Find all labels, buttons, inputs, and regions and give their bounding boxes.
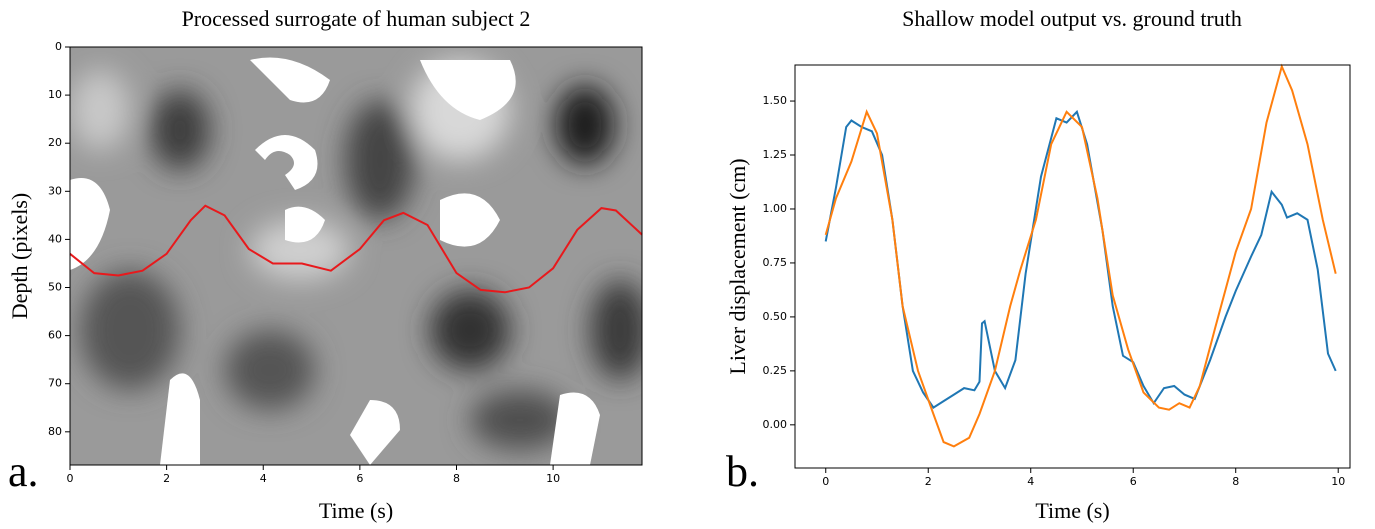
x-tick-label: 10 [1331,475,1345,488]
x-tick-label: 2 [925,475,932,488]
y-tick-label: 30 [48,184,62,197]
panel-label: a. [8,447,39,496]
y-axis-label: Depth (pixels) [7,193,32,319]
x-axis-label: Time (s) [319,498,393,523]
x-axis-label: Time (s) [1035,498,1109,523]
chart-title: Shallow model output vs. ground truth [902,6,1242,31]
x-tick-label: 6 [356,472,363,485]
panel-label: b. [726,447,759,496]
data-line [69,204,643,294]
x-tick-label: 4 [260,472,267,485]
plot-frame [69,46,643,466]
x-tick-label: 10 [546,472,560,485]
x-tick-label: 2 [163,472,170,485]
y-tick-label: 1.00 [763,202,788,215]
plot-frame [794,64,1351,469]
x-tick-label: 8 [453,472,460,485]
y-tick-label: 0.25 [763,364,788,377]
heatmap-image [70,47,642,465]
data-line [824,109,1337,409]
y-tick-label: 80 [48,425,62,438]
data-line [824,63,1337,448]
y-tick-label: 60 [48,329,62,342]
y-tick-label: 0 [55,40,62,53]
y-tick-label: 1.25 [763,148,788,161]
chart-title: Processed surrogate of human subject 2 [182,6,531,31]
x-tick-label: 4 [1027,475,1034,488]
y-axis-label: Liver displacement (cm) [725,158,750,374]
y-tick-label: 40 [48,232,62,245]
y-tick-label: 0.00 [763,418,788,431]
x-tick-label: 6 [1130,475,1137,488]
x-tick-label: 8 [1232,475,1239,488]
y-tick-label: 20 [48,136,62,149]
y-tick-label: 10 [48,88,62,101]
x-tick-label: 0 [822,475,829,488]
x-tick-label: 0 [67,472,74,485]
y-tick-label: 70 [48,377,62,390]
y-tick-label: 50 [48,281,62,294]
y-tick-label: 0.75 [763,256,788,269]
y-tick-label: 0.50 [763,310,788,323]
y-tick-label: 1.50 [763,94,788,107]
